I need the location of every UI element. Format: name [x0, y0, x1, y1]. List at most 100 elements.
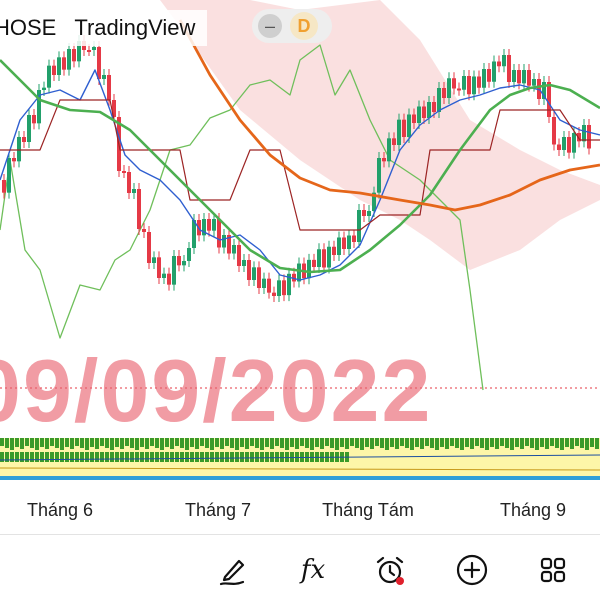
- indicator-bar: [175, 438, 179, 446]
- indicator-bar: [315, 438, 319, 447]
- candle-body: [362, 210, 366, 216]
- candle-body: [402, 119, 406, 137]
- candle-body: [532, 79, 536, 86]
- indicator-bar: [60, 438, 64, 450]
- indicator-bar: [170, 452, 174, 462]
- indicator-bar: [220, 452, 224, 462]
- indicator-bar: [285, 438, 289, 450]
- indicator-bar: [270, 438, 274, 449]
- chart-canvas[interactable]: [0, 0, 600, 535]
- candle-body: [587, 125, 591, 149]
- indicator-bar: [65, 452, 69, 462]
- indicator-bar: [160, 438, 164, 450]
- candle-body: [432, 102, 436, 112]
- candle-body: [357, 210, 361, 242]
- indicator-bar: [220, 438, 224, 449]
- timeframe-badge[interactable]: D: [290, 12, 318, 40]
- candle-body: [477, 76, 481, 88]
- indicator-bar: [165, 452, 169, 462]
- indicator-bar: [575, 438, 579, 446]
- indicator-bar: [85, 452, 89, 462]
- indicator-bar: [70, 438, 74, 449]
- indicator-bar: [300, 438, 304, 446]
- candle-body: [562, 137, 566, 150]
- indicator-bar: [0, 452, 4, 462]
- candle-body: [447, 78, 451, 98]
- candle-body: [17, 137, 21, 162]
- indicator-bar: [50, 438, 54, 446]
- indicator-bar: [10, 438, 14, 450]
- indicator-bar: [235, 438, 239, 450]
- candle-body: [382, 158, 386, 162]
- indicator-bar: [285, 452, 289, 462]
- candle-body: [287, 273, 291, 296]
- indicator-bar: [230, 452, 234, 462]
- indicator-bar: [435, 438, 439, 450]
- indicator-bar: [425, 438, 429, 446]
- indicator-bar: [5, 452, 9, 462]
- candle-body: [7, 158, 11, 193]
- pen-icon[interactable]: [214, 550, 254, 590]
- indicator-bar: [550, 438, 554, 446]
- candle-body: [137, 189, 141, 229]
- candle-body: [162, 273, 166, 278]
- candle-body: [422, 106, 426, 118]
- candle-body: [347, 235, 351, 249]
- indicator-bar: [130, 452, 134, 462]
- candle-body: [247, 260, 251, 280]
- indicator-bar: [20, 452, 24, 462]
- indicator-bar: [55, 438, 59, 448]
- indicator-bar: [430, 438, 434, 448]
- indicator-bar: [15, 452, 19, 462]
- indicator-bar: [200, 438, 204, 446]
- candle-body: [427, 102, 431, 118]
- candle-body: [37, 90, 41, 124]
- candle-body: [167, 273, 171, 285]
- fx-icon[interactable]: fx: [293, 550, 333, 590]
- indicator-bar: [215, 452, 219, 462]
- candle-body: [507, 55, 511, 82]
- candle-body: [417, 106, 421, 123]
- indicator-bar: [350, 438, 354, 446]
- grid-icon[interactable]: [533, 550, 573, 590]
- indicator-bar: [245, 438, 249, 449]
- x-tick-label: Tháng 9: [499, 500, 567, 520]
- indicator-bar: [440, 438, 444, 447]
- indicator-bar: [360, 438, 364, 450]
- indicator-bar: [80, 452, 84, 462]
- indicator-bar: [40, 452, 44, 462]
- candle-body: [77, 41, 81, 62]
- indicator-bar: [365, 438, 369, 447]
- indicator-bar: [445, 438, 449, 449]
- candle-body: [407, 114, 411, 137]
- candle-body: [457, 88, 461, 91]
- indicator-bar: [555, 438, 559, 448]
- candle-body: [502, 55, 506, 67]
- minus-icon[interactable]: –: [258, 14, 282, 38]
- candle-body: [522, 70, 526, 84]
- indicator-bar: [55, 452, 59, 462]
- candle-body: [22, 137, 26, 142]
- symbol-label[interactable]: HOSE: [0, 15, 57, 40]
- indicator-bar: [115, 438, 119, 447]
- indicator-bar: [135, 438, 139, 450]
- candle-body: [47, 65, 51, 88]
- indicator-bar: [250, 452, 254, 462]
- indicator-bar: [75, 438, 79, 446]
- indicator-bar: [340, 438, 344, 447]
- indicator-bar: [475, 438, 479, 446]
- indicator-bar: [465, 438, 469, 447]
- alarm-clock-icon[interactable]: [370, 550, 410, 590]
- candle-body: [367, 211, 371, 216]
- plus-circle-icon[interactable]: [452, 550, 492, 590]
- price-chart[interactable]: 09/09/2022 HOSE TradingView – D: [0, 0, 600, 535]
- candle-body: [337, 237, 341, 255]
- indicator-bar: [370, 438, 374, 449]
- indicator-bar: [320, 438, 324, 449]
- indicator-bar: [495, 438, 499, 449]
- indicator-bar: [75, 452, 79, 462]
- indicator-bar: [450, 438, 454, 446]
- candle-body: [292, 273, 296, 282]
- timeframe-pill[interactable]: – D: [252, 9, 332, 43]
- candle-body: [67, 49, 71, 70]
